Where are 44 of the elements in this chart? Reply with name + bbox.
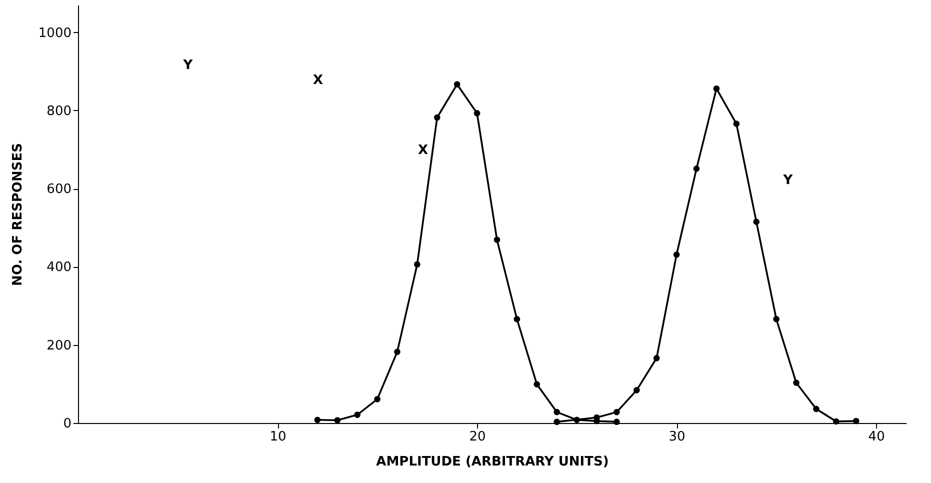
y-tick-label: 1000 bbox=[38, 26, 72, 41]
x-tick-label: 30 bbox=[668, 430, 686, 444]
point bbox=[314, 416, 321, 424]
y-axis-title: NO. OF RESPONSES bbox=[10, 143, 26, 286]
point bbox=[354, 412, 360, 418]
y-tick-label: 400 bbox=[46, 260, 72, 276]
point bbox=[334, 417, 341, 424]
annotation: Y bbox=[782, 173, 794, 188]
point bbox=[673, 251, 680, 258]
point bbox=[793, 380, 800, 386]
point bbox=[753, 218, 760, 225]
point bbox=[494, 236, 500, 243]
point bbox=[813, 406, 820, 412]
point bbox=[394, 348, 400, 356]
x-tick-label: 40 bbox=[868, 430, 885, 444]
point bbox=[614, 418, 620, 425]
annotation: X bbox=[312, 73, 324, 88]
point bbox=[374, 396, 380, 402]
point bbox=[534, 381, 540, 388]
point bbox=[514, 316, 520, 322]
annotation: X bbox=[418, 143, 428, 158]
x-axis-title: AMPLITUDE (ARBITRARY UNITS) bbox=[376, 454, 609, 470]
point bbox=[713, 85, 720, 92]
point bbox=[852, 418, 860, 424]
point bbox=[693, 166, 700, 172]
point bbox=[733, 120, 740, 127]
point bbox=[773, 316, 780, 322]
point bbox=[833, 418, 840, 425]
point bbox=[633, 387, 640, 394]
point bbox=[454, 81, 460, 88]
point bbox=[614, 408, 620, 416]
x-tick-label: 20 bbox=[469, 430, 486, 444]
point bbox=[554, 408, 560, 416]
annotation: Y bbox=[182, 58, 194, 73]
point bbox=[414, 261, 420, 268]
point bbox=[653, 354, 660, 362]
point bbox=[554, 418, 560, 425]
y-tick-label: 0 bbox=[63, 416, 72, 432]
y-tick-label: 200 bbox=[46, 338, 72, 354]
y-tick-label: 800 bbox=[46, 104, 72, 119]
point bbox=[474, 110, 480, 116]
point bbox=[434, 114, 440, 121]
y-tick-label: 600 bbox=[46, 182, 72, 198]
x-tick-label: 10 bbox=[270, 430, 286, 444]
